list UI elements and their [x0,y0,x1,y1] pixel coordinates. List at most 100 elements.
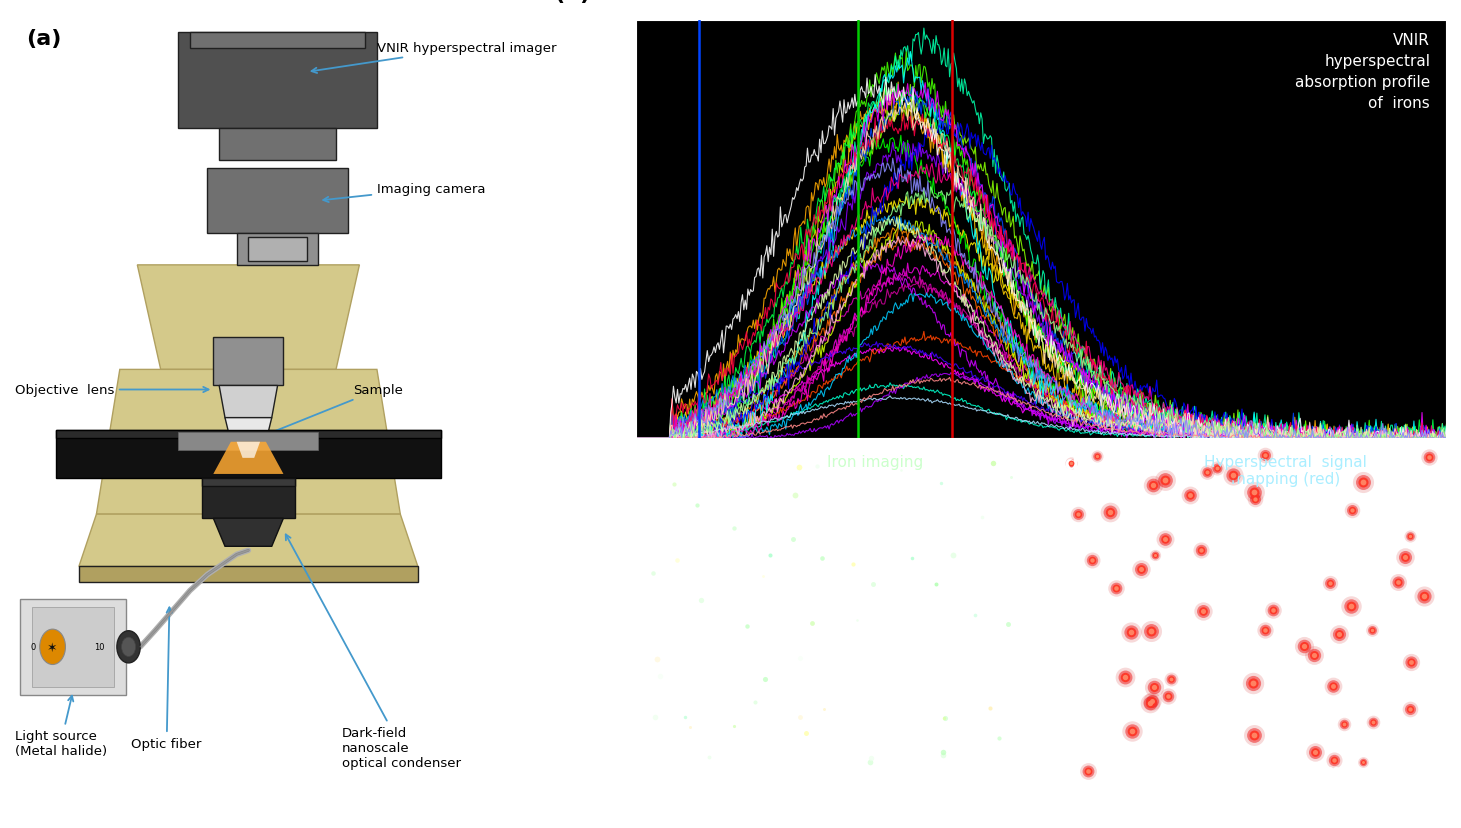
Point [801,617,824,630]
Point [1292,640,1315,653]
Polygon shape [213,442,283,474]
Point [1328,627,1351,640]
Point [1400,656,1423,669]
Point [1105,581,1128,595]
Point [1086,450,1109,463]
Point [1292,640,1315,653]
Text: Hyperspectral  signal
mapping (red): Hyperspectral signal mapping (red) [1204,455,1367,487]
Point [1322,753,1346,767]
Point [1086,450,1109,463]
Point [1121,724,1144,738]
Point [1322,753,1346,767]
Point [1341,504,1365,518]
Point [795,727,818,740]
Point [1205,461,1229,474]
Point [1319,576,1343,590]
Point [722,522,745,535]
Point [1099,506,1122,519]
Point [1242,677,1265,691]
Point [1351,756,1375,769]
Point [1143,680,1166,693]
Point [1086,450,1109,463]
Point [1141,479,1164,492]
Text: VNIR hyperspectral imager: VNIR hyperspectral imager [311,42,557,74]
Text: Light source
(Metal halide): Light source (Metal halide) [15,696,107,758]
Polygon shape [56,431,441,438]
Point [1360,623,1384,637]
Point [1243,493,1267,506]
Text: ✶: ✶ [47,641,58,653]
Point [697,751,720,764]
Point [1099,506,1122,519]
Point [1099,506,1122,519]
Point [846,614,869,627]
Point [862,577,885,590]
Point [1143,680,1166,693]
Point [970,511,993,524]
Point [890,464,913,477]
Text: VNIR
hyperspectral
absorption profile
of  irons: VNIR hyperspectral absorption profile of… [1294,33,1430,111]
Point [1129,562,1153,575]
Point [1191,604,1214,618]
Point [1156,689,1179,702]
Text: 0: 0 [31,643,37,652]
Point [1362,715,1385,729]
Point [1121,724,1144,738]
Text: Imaging camera: Imaging camera [323,183,485,203]
Point [722,720,745,734]
Point [641,566,665,580]
Point [1400,656,1423,669]
Polygon shape [237,442,260,459]
Point [1059,457,1083,470]
Point [1302,649,1325,662]
Point [1191,604,1214,618]
Point [1156,689,1179,702]
Point [735,620,758,633]
Point [1140,695,1163,708]
Point [1254,623,1277,637]
Point [1140,695,1163,708]
Point [1392,551,1416,564]
Point [1113,671,1137,684]
Text: 10 μm: 10 μm [859,763,923,780]
Point [1077,764,1100,777]
Point [1328,627,1351,640]
Point [1205,461,1229,474]
Point [1351,476,1375,489]
Point [1141,479,1164,492]
Point [1261,604,1284,617]
Point [980,700,1004,714]
Point [758,549,782,562]
Point [1160,673,1183,686]
Point [1328,627,1351,640]
Point [1077,764,1100,777]
Point [1341,504,1365,518]
Point [1243,493,1267,506]
Point [1392,551,1416,564]
Point [805,460,828,473]
Point [1254,449,1277,462]
Polygon shape [79,566,418,583]
Point [1243,493,1267,506]
Point [1105,581,1128,595]
Point [678,720,701,734]
Point [1322,680,1346,693]
Point [1242,677,1265,691]
Point [1261,604,1284,617]
Point [1189,543,1213,556]
Point [1144,549,1167,562]
Point [1351,756,1375,769]
Point [1360,623,1384,637]
Point [1398,703,1422,716]
Point [789,651,812,664]
Point [1254,449,1277,462]
Point [1328,627,1351,640]
Point [1191,604,1214,618]
Point [1398,530,1422,543]
Text: Objective  lens: Objective lens [15,383,209,397]
Point [1319,576,1343,590]
Point [1242,729,1265,742]
Point [1254,449,1277,462]
Point [1119,625,1143,638]
Point [1417,451,1441,465]
